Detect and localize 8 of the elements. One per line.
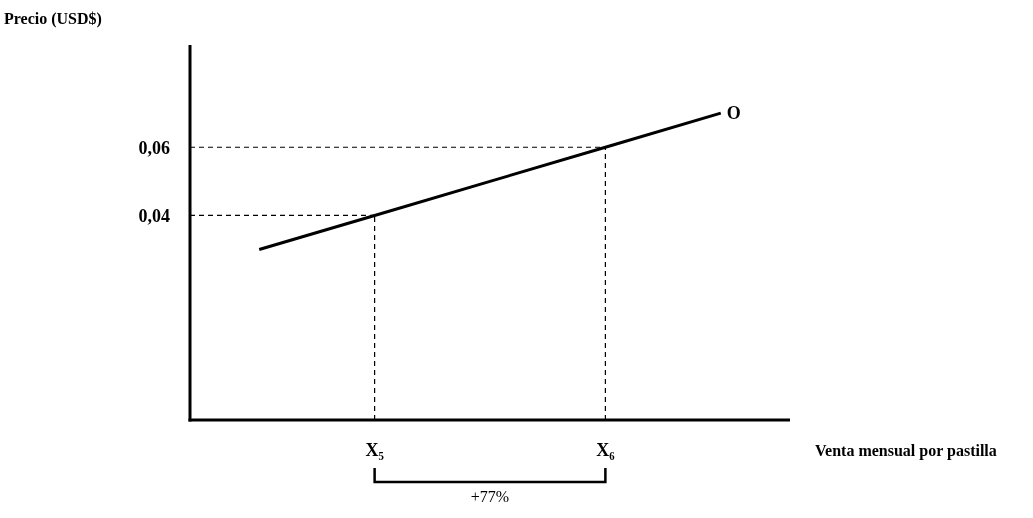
x-axis-title: Venta mensual por pastilla [815, 441, 997, 460]
x-tick-label: X₆ [596, 440, 616, 461]
series-label: O [726, 103, 741, 124]
y-axis-title: Precio (USD$) [4, 10, 102, 28]
y-tick-label: 0,06 [138, 137, 170, 158]
text: +77% [470, 488, 510, 505]
y-tick-label: 0,04 [138, 205, 170, 226]
x-tick-label: X₅ [365, 440, 384, 461]
